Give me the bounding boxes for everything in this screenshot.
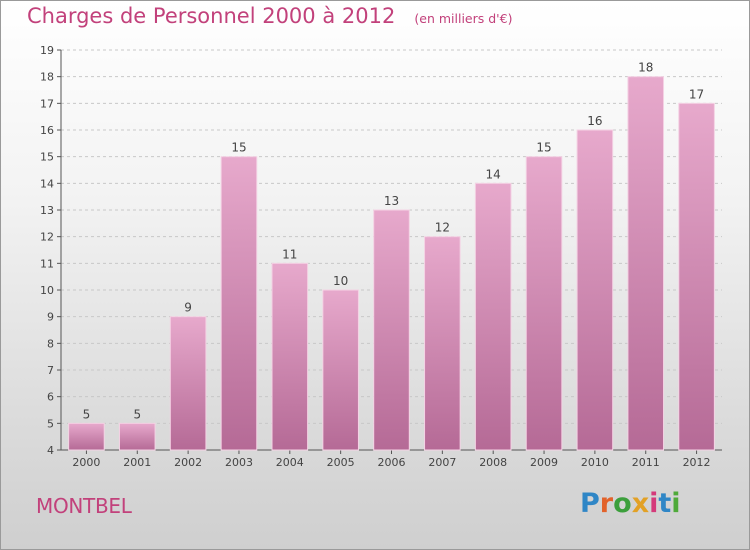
place-name: MONTBEL	[36, 494, 132, 518]
y-tick-label: 15	[40, 151, 54, 164]
x-tick-label: 2000	[72, 456, 100, 469]
bar-2006[interactable]	[373, 209, 410, 451]
logo-letter: t	[658, 488, 672, 519]
logo-letter: P	[580, 488, 600, 519]
logo-letter: r	[599, 488, 614, 519]
x-tick-label: 2012	[683, 456, 711, 469]
data-label: 9	[184, 301, 192, 315]
x-tick-label: 2005	[327, 456, 355, 469]
y-tick-label: 16	[40, 124, 54, 137]
y-tick-label: 7	[47, 364, 54, 377]
data-label: 11	[282, 247, 297, 261]
x-tick-label: 2002	[174, 456, 202, 469]
bar-2012[interactable]	[678, 102, 715, 451]
chart-subtitle: (en milliers d'€)	[414, 11, 513, 26]
y-tick-label: 12	[40, 231, 54, 244]
logo-letter: x	[631, 488, 650, 519]
x-tick-label: 2001	[123, 456, 151, 469]
bar-2009[interactable]	[525, 156, 563, 451]
x-tick-label: 2006	[378, 456, 406, 469]
proxiti-logo[interactable]: Proxiti	[580, 488, 681, 519]
data-label: 5	[83, 407, 91, 421]
data-label: 5	[133, 407, 141, 421]
data-labels: 5 5 9 15 11 10 13 12 14 15 16 18 17	[83, 61, 705, 422]
y-tick-label: 6	[47, 391, 54, 404]
y-tick-label: 10	[40, 284, 54, 297]
logo-letter: i	[671, 488, 681, 519]
data-label: 17	[689, 87, 704, 101]
y-tick-label: 14	[40, 177, 54, 190]
y-tick-label: 9	[47, 311, 54, 324]
x-tick-label: 2007	[428, 456, 456, 469]
y-tick-label: 8	[47, 337, 54, 350]
bar-2007[interactable]	[424, 236, 461, 451]
bar-2011[interactable]	[627, 76, 665, 451]
y-tick-label: 19	[40, 44, 54, 57]
logo-letter: o	[613, 488, 632, 519]
chart-title: Charges de Personnel 2000 à 2012	[27, 4, 396, 28]
x-tick-label: 2010	[581, 456, 609, 469]
y-tick-label: 17	[40, 97, 54, 110]
bar-2008[interactable]	[474, 182, 512, 451]
x-tick-label: 2004	[276, 456, 304, 469]
data-label: 15	[536, 141, 551, 155]
y-tick-label: 13	[40, 204, 54, 217]
bar-2002[interactable]	[169, 316, 207, 451]
y-tick-label: 5	[47, 417, 54, 430]
y-tick-label: 11	[40, 257, 54, 270]
x-tick-label: 2009	[530, 456, 558, 469]
bar-2004[interactable]	[271, 262, 309, 451]
data-label: 15	[231, 141, 246, 155]
data-label: 12	[435, 221, 450, 235]
y-tick-label: 4	[47, 444, 54, 457]
bar-2001[interactable]	[118, 422, 156, 451]
data-label: 13	[384, 194, 399, 208]
y-tick-label: 18	[40, 71, 54, 84]
data-label: 14	[486, 167, 501, 181]
data-label: 18	[638, 61, 653, 75]
logo-letter: i	[649, 488, 659, 519]
x-tick-label: 2003	[225, 456, 253, 469]
chart-header: Charges de Personnel 2000 à 2012 (en mil…	[27, 4, 512, 28]
data-label: 16	[587, 114, 602, 128]
bar-2000[interactable]	[68, 422, 105, 451]
x-tick-label: 2011	[632, 456, 660, 469]
bars	[68, 76, 715, 451]
bar-2005[interactable]	[322, 289, 359, 451]
bar-2010[interactable]	[576, 129, 614, 451]
x-tick-label: 2008	[479, 456, 507, 469]
bar-2003[interactable]	[220, 156, 258, 451]
data-label: 10	[333, 274, 348, 288]
